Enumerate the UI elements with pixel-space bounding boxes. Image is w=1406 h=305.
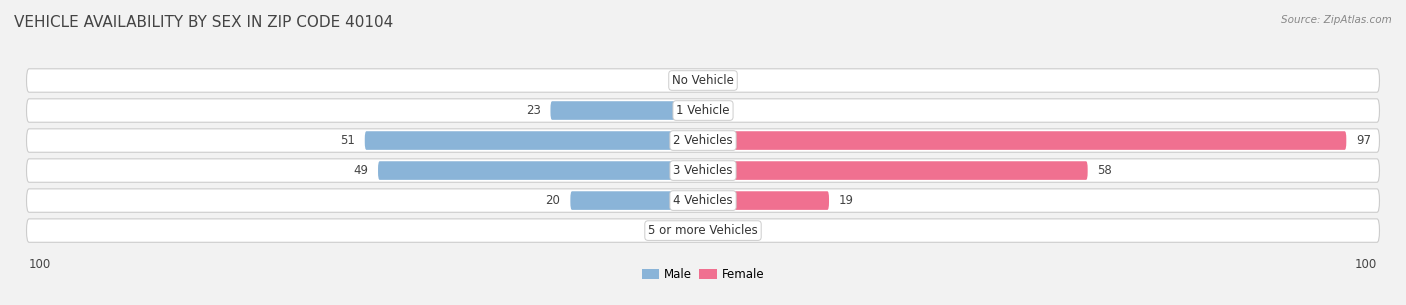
Text: 49: 49 <box>353 164 368 177</box>
Text: 2 Vehicles: 2 Vehicles <box>673 134 733 147</box>
FancyBboxPatch shape <box>378 161 703 180</box>
FancyBboxPatch shape <box>27 159 1379 182</box>
FancyBboxPatch shape <box>27 129 1379 152</box>
Text: 5 or more Vehicles: 5 or more Vehicles <box>648 224 758 237</box>
FancyBboxPatch shape <box>700 71 703 90</box>
Text: 0: 0 <box>682 224 690 237</box>
FancyBboxPatch shape <box>703 131 1347 150</box>
Text: 0: 0 <box>682 74 690 87</box>
Text: 97: 97 <box>1357 134 1371 147</box>
FancyBboxPatch shape <box>551 101 703 120</box>
Text: 19: 19 <box>839 194 853 207</box>
Text: 58: 58 <box>1098 164 1112 177</box>
FancyBboxPatch shape <box>27 99 1379 122</box>
FancyBboxPatch shape <box>703 71 706 90</box>
Text: No Vehicle: No Vehicle <box>672 74 734 87</box>
Text: 1: 1 <box>720 104 727 117</box>
Text: 0: 0 <box>716 224 724 237</box>
Text: 1 Vehicle: 1 Vehicle <box>676 104 730 117</box>
FancyBboxPatch shape <box>27 219 1379 242</box>
Text: 0: 0 <box>716 74 724 87</box>
FancyBboxPatch shape <box>703 221 706 240</box>
Text: 4 Vehicles: 4 Vehicles <box>673 194 733 207</box>
Text: VEHICLE AVAILABILITY BY SEX IN ZIP CODE 40104: VEHICLE AVAILABILITY BY SEX IN ZIP CODE … <box>14 15 394 30</box>
FancyBboxPatch shape <box>703 191 830 210</box>
Text: 3 Vehicles: 3 Vehicles <box>673 164 733 177</box>
Text: 23: 23 <box>526 104 540 117</box>
FancyBboxPatch shape <box>364 131 703 150</box>
FancyBboxPatch shape <box>703 101 710 120</box>
FancyBboxPatch shape <box>27 189 1379 212</box>
Text: 51: 51 <box>340 134 354 147</box>
Text: Source: ZipAtlas.com: Source: ZipAtlas.com <box>1281 15 1392 25</box>
Legend: Male, Female: Male, Female <box>637 263 769 286</box>
Text: 20: 20 <box>546 194 561 207</box>
FancyBboxPatch shape <box>703 161 1088 180</box>
FancyBboxPatch shape <box>700 221 703 240</box>
FancyBboxPatch shape <box>27 69 1379 92</box>
FancyBboxPatch shape <box>571 191 703 210</box>
